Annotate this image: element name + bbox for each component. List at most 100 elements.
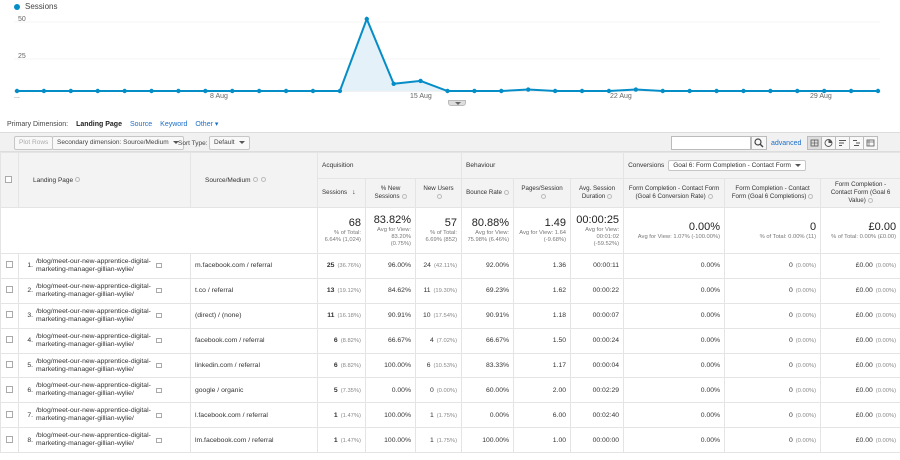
sessions-point-14[interactable] [391, 81, 396, 87]
open-link-icon[interactable] [156, 437, 162, 443]
dimension-landing-page[interactable]: Landing Page [76, 120, 122, 128]
sessions-point-32[interactable] [875, 88, 881, 94]
sessions-point-22[interactable] [606, 88, 612, 94]
sessions-point-21[interactable] [579, 88, 585, 94]
landing-page-link[interactable]: /blog/meet-our-new-apprentice-digital-ma… [36, 432, 151, 448]
sessions-point-28[interactable] [768, 88, 773, 94]
source-medium-link[interactable]: m.facebook.com / referral [195, 262, 273, 270]
performance-view-icon[interactable] [835, 136, 850, 150]
source-medium-link[interactable]: lm.facebook.com / referral [195, 436, 274, 444]
open-link-icon[interactable] [156, 363, 162, 368]
sessions-point-29[interactable] [795, 88, 800, 94]
col-source-medium[interactable]: Source/Medium [190, 152, 318, 208]
pie-view-icon[interactable] [821, 136, 836, 150]
goal-selector-dropdown[interactable]: Goal 6: Form Completion - Contact Form [668, 160, 806, 171]
sessions-point-5[interactable] [149, 88, 154, 94]
help-icon[interactable] [607, 193, 613, 199]
landing-page-link[interactable]: /blog/meet-our-new-apprentice-digital-ma… [36, 357, 151, 373]
select-all-checkbox[interactable] [5, 175, 12, 183]
sessions-point-2[interactable] [68, 88, 74, 94]
sessions-point-23[interactable] [633, 87, 639, 92]
help-icon[interactable] [867, 197, 873, 203]
sessions-point-26[interactable] [714, 88, 719, 94]
landing-page-link[interactable]: /blog/meet-our-new-apprentice-digital-ma… [36, 382, 151, 398]
row-checkbox[interactable] [6, 336, 13, 344]
sessions-point-6[interactable] [176, 88, 181, 94]
comparison-view-icon[interactable] [849, 136, 864, 150]
sessions-point-3[interactable] [95, 88, 100, 94]
chart-legend[interactable]: Sessions [14, 2, 57, 11]
col-landing-page[interactable]: Landing Page [18, 152, 191, 208]
landing-page-link[interactable]: /blog/meet-our-new-apprentice-digital-ma… [36, 307, 151, 323]
source-medium-link[interactable]: l.facebook.com / referral [195, 411, 268, 419]
chart-collapse-toggle[interactable] [448, 100, 466, 106]
source-medium-link[interactable]: linkedin.com / referral [195, 362, 260, 369]
dimension-keyword[interactable]: Keyword [160, 120, 188, 128]
dimension-other[interactable]: Other ▾ [195, 120, 218, 128]
sessions-point-24[interactable] [660, 88, 665, 94]
sessions-point-12[interactable] [337, 88, 343, 94]
pivot-view-icon[interactable] [863, 136, 878, 150]
help-icon[interactable] [503, 189, 509, 195]
row-checkbox[interactable] [6, 385, 13, 393]
row-checkbox[interactable] [6, 435, 13, 443]
help-icon[interactable] [707, 193, 713, 199]
help-icon[interactable] [540, 193, 546, 199]
sessions-point-25[interactable] [687, 88, 692, 94]
search-button[interactable] [751, 136, 767, 150]
col-goal-value[interactable]: Form Completion - Contact Form (Goal 6 V… [820, 178, 900, 208]
sessions-point-8[interactable] [230, 88, 235, 94]
row-checkbox[interactable] [6, 361, 13, 368]
data-table-view-icon[interactable] [807, 136, 822, 150]
source-medium-link[interactable]: t.co / referral [195, 287, 234, 295]
sort-type-dropdown[interactable]: Default [209, 136, 250, 150]
sessions-point-31[interactable] [848, 88, 854, 94]
help-icon[interactable] [437, 193, 443, 199]
col-pages-session[interactable]: Pages/Session [513, 178, 572, 208]
help-icon[interactable] [75, 177, 81, 183]
sessions-point-1[interactable] [41, 88, 47, 94]
col-bounce-rate[interactable]: Bounce Rate [461, 178, 515, 208]
sessions-point-13[interactable] [364, 16, 369, 22]
row-checkbox[interactable] [6, 410, 13, 418]
row-checkbox[interactable] [6, 261, 13, 269]
source-medium-link[interactable]: google / organic [195, 386, 244, 394]
sessions-point-11[interactable] [310, 88, 316, 94]
secondary-dimension-dropdown[interactable]: Secondary dimension: Source/Medium [52, 136, 184, 150]
sessions-point-9[interactable] [256, 88, 262, 94]
open-link-icon[interactable] [156, 313, 162, 319]
advanced-filter-link[interactable]: advanced [771, 140, 802, 147]
source-medium-link[interactable]: (direct) / (none) [195, 312, 242, 320]
sessions-point-30[interactable] [821, 88, 827, 94]
landing-page-link[interactable]: /blog/meet-our-new-apprentice-digital-ma… [36, 257, 151, 273]
open-link-icon[interactable] [156, 338, 162, 344]
col-goal-conversion-rate[interactable]: Form Completion - Contact Form (Goal 6 C… [623, 178, 726, 208]
sessions-point-27[interactable] [741, 88, 746, 94]
col-new-sessions[interactable]: % New Sessions [365, 178, 416, 208]
sessions-point-4[interactable] [122, 88, 127, 94]
table-search-input[interactable] [671, 136, 751, 150]
sessions-point-15[interactable] [418, 78, 423, 84]
help-icon[interactable] [401, 193, 407, 199]
open-link-icon[interactable] [156, 288, 162, 294]
sessions-point-16[interactable] [445, 88, 450, 94]
source-medium-link[interactable]: facebook.com / referral [195, 337, 265, 345]
col-new-users[interactable]: New Users [414, 178, 463, 208]
sessions-point-0[interactable] [14, 88, 20, 94]
sessions-point-18[interactable] [499, 88, 504, 94]
sessions-point-10[interactable] [283, 88, 289, 94]
remove-dimension-icon[interactable] [261, 177, 267, 183]
landing-page-link[interactable]: /blog/meet-our-new-apprentice-digital-ma… [36, 407, 151, 423]
row-checkbox[interactable] [6, 311, 13, 319]
sessions-point-20[interactable] [552, 88, 558, 94]
col-sessions[interactable]: Sessions ↓ [317, 178, 366, 208]
help-icon[interactable] [808, 193, 814, 199]
sessions-point-19[interactable] [526, 87, 531, 92]
sessions-point-17[interactable] [472, 88, 477, 94]
col-goal-completions[interactable]: Form Completion - Contact Form (Goal 6 C… [724, 178, 822, 208]
dimension-source[interactable]: Source [129, 120, 153, 128]
plot-rows-button[interactable]: Plot Rows [14, 136, 54, 150]
landing-page-link[interactable]: /blog/meet-our-new-apprentice-digital-ma… [36, 282, 151, 298]
open-link-icon[interactable] [156, 263, 162, 269]
open-link-icon[interactable] [156, 412, 162, 418]
